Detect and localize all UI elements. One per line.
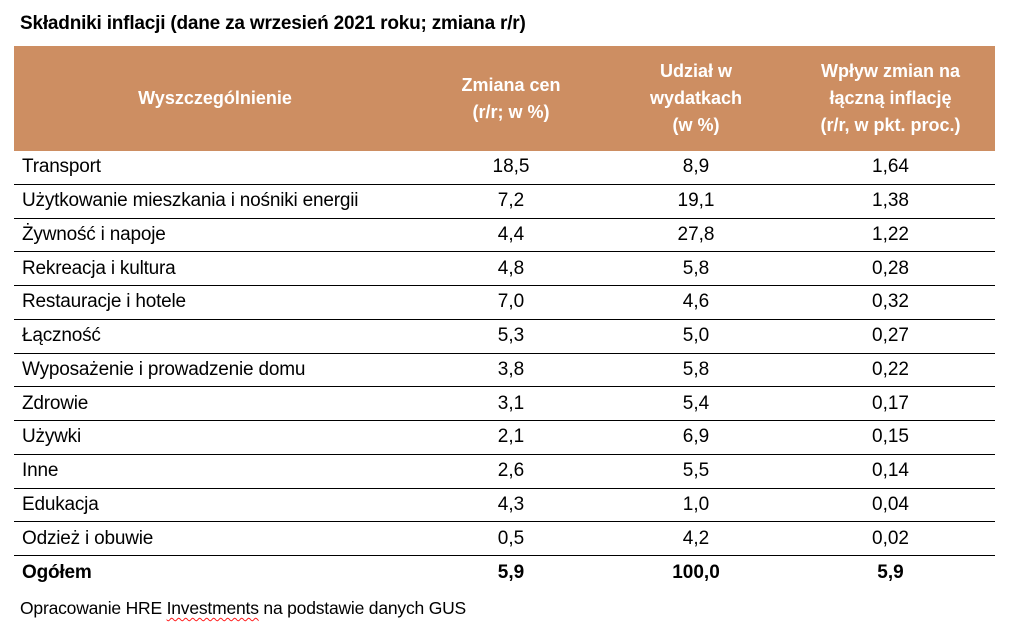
cell-udzial: 5,0 bbox=[682, 325, 710, 347]
column-header-udzial-w-wydatkach: Udział w wydatkach (w %) bbox=[649, 61, 743, 135]
cell-label: Zdrowie bbox=[22, 392, 89, 414]
cell-label: Żywność i napoje bbox=[22, 223, 166, 245]
source-note-suffix: na podstawie danych GUS bbox=[258, 598, 467, 618]
cell-label: Inne bbox=[22, 460, 59, 482]
table-row: Zdrowie 3,1 5,4 0,17 bbox=[14, 387, 995, 421]
cell-zmiana: 5,3 bbox=[497, 325, 525, 347]
cell-zmiana: 4,3 bbox=[497, 493, 525, 515]
cell-label: Użytkowanie mieszkania i nośniki energii bbox=[22, 190, 359, 212]
cell-label: Wyposażenie i prowadzenie domu bbox=[22, 358, 306, 380]
cell-zmiana: 7,2 bbox=[497, 190, 525, 212]
cell-udzial: 27,8 bbox=[677, 223, 715, 245]
cell-zmiana: 7,0 bbox=[497, 291, 525, 313]
cell-wplyw: 0,27 bbox=[872, 325, 909, 347]
table-row: Używki 2,1 6,9 0,15 bbox=[14, 421, 995, 455]
cell-udzial: 4,2 bbox=[682, 527, 710, 549]
column-header-zmiana-cen: Zmiana cen (r/r; w %) bbox=[461, 74, 561, 122]
cell-zmiana: 2,1 bbox=[497, 426, 525, 448]
cell-wplyw: 0,14 bbox=[872, 460, 909, 482]
cell-label: Restauracje i hotele bbox=[22, 291, 186, 313]
total-row-label: Ogółem bbox=[22, 562, 92, 583]
source-note-spellchecked-word: Investments bbox=[166, 598, 259, 618]
table-row: Wyposażenie i prowadzenie domu 3,8 5,8 0,22 bbox=[14, 354, 995, 388]
cell-zmiana: 3,8 bbox=[497, 358, 525, 380]
page-title: Składniki inflacji (dane za wrzesień 202… bbox=[20, 13, 526, 34]
total-cell-zmiana-cen: 5,9 bbox=[497, 562, 525, 583]
source-note-prefix: Opracowanie HRE bbox=[20, 598, 167, 618]
cell-zmiana: 2,6 bbox=[497, 460, 525, 482]
cell-zmiana: 4,4 bbox=[497, 223, 525, 245]
table-row: Użytkowanie mieszkania i nośniki energii… bbox=[14, 185, 995, 219]
cell-udzial: 19,1 bbox=[677, 190, 715, 212]
cell-wplyw: 0,02 bbox=[872, 527, 909, 549]
cell-wplyw: 0,17 bbox=[872, 392, 909, 414]
cell-wplyw: 0,28 bbox=[872, 257, 909, 279]
table-row: Transport 18,5 8,9 1,64 bbox=[14, 151, 995, 185]
cell-label: Łączność bbox=[22, 325, 101, 347]
cell-wplyw: 1,64 bbox=[872, 156, 909, 178]
cell-wplyw: 1,22 bbox=[872, 223, 909, 245]
table-body: Transport 18,5 8,9 1,64 Użytkowanie mieszkan… bbox=[14, 151, 995, 556]
cell-label: Edukacja bbox=[22, 493, 99, 515]
table-row: Odzież i obuwie 0,5 4,2 0,02 bbox=[14, 522, 995, 556]
cell-label: Odzież i obuwie bbox=[22, 527, 154, 549]
inflation-components-table: Wyszczególnienie Zmiana cen (r/r; w %) U… bbox=[14, 46, 995, 590]
source-note: Opracowanie HRE Investments na podstawie… bbox=[20, 598, 1013, 619]
cell-zmiana: 18,5 bbox=[492, 156, 530, 178]
cell-udzial: 5,4 bbox=[682, 392, 710, 414]
cell-zmiana: 0,5 bbox=[497, 527, 525, 549]
cell-wplyw: 1,38 bbox=[872, 190, 909, 212]
column-header-wyszczegolnienie: Wyszczególnienie bbox=[138, 88, 292, 108]
cell-label: Transport bbox=[22, 156, 101, 178]
total-cell-udzial: 100,0 bbox=[672, 562, 720, 583]
cell-udzial: 4,6 bbox=[682, 291, 710, 313]
table-row: Łączność 5,3 5,0 0,27 bbox=[14, 320, 995, 354]
cell-udzial: 6,9 bbox=[682, 426, 710, 448]
cell-wplyw: 0,15 bbox=[872, 426, 909, 448]
cell-wplyw: 0,04 bbox=[872, 493, 909, 515]
table-row: Restauracje i hotele 7,0 4,6 0,32 bbox=[14, 286, 995, 320]
table-total-row: Ogółem 5,9 100,0 5,9 bbox=[14, 556, 995, 590]
table-header-row: Wyszczególnienie Zmiana cen (r/r; w %) U… bbox=[14, 46, 995, 151]
table-row: Inne 2,6 5,5 0,14 bbox=[14, 455, 995, 489]
cell-wplyw: 0,32 bbox=[872, 291, 909, 313]
cell-udzial: 5,8 bbox=[682, 257, 710, 279]
cell-label: Rekreacja i kultura bbox=[22, 257, 176, 279]
cell-udzial: 5,8 bbox=[682, 358, 710, 380]
total-cell-wplyw: 5,9 bbox=[877, 562, 904, 583]
cell-udzial: 1,0 bbox=[682, 493, 710, 515]
table-row: Rekreacja i kultura 4,8 5,8 0,28 bbox=[14, 252, 995, 286]
cell-zmiana: 4,8 bbox=[497, 257, 525, 279]
cell-zmiana: 3,1 bbox=[497, 392, 525, 414]
table-row: Edukacja 4,3 1,0 0,04 bbox=[14, 489, 995, 523]
cell-udzial: 5,5 bbox=[682, 460, 710, 482]
cell-wplyw: 0,22 bbox=[872, 358, 909, 380]
cell-label: Używki bbox=[22, 426, 81, 448]
column-header-wplyw-zmian: Wpływ zmian na łączną inflację (r/r, w p… bbox=[820, 61, 961, 135]
table-row: Żywność i napoje 4,4 27,8 1,22 bbox=[14, 219, 995, 253]
cell-udzial: 8,9 bbox=[682, 156, 710, 178]
